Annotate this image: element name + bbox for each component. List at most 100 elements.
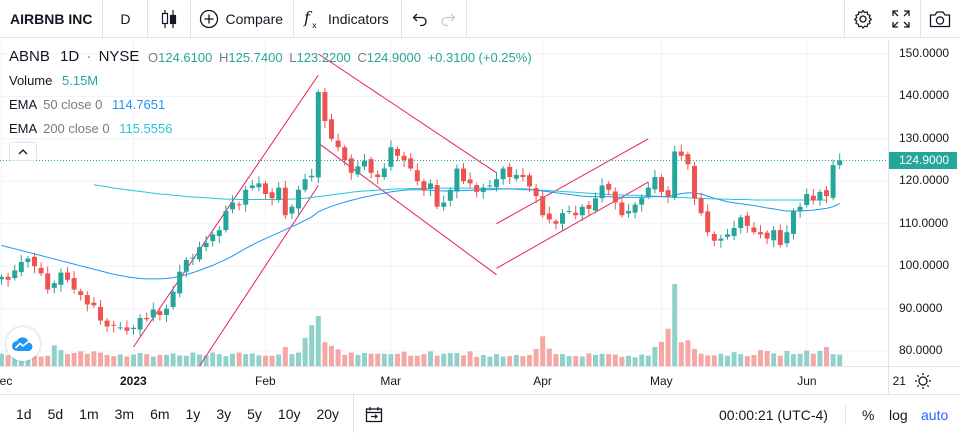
candle-body <box>71 278 77 290</box>
range-10y-button[interactable]: 10y <box>277 406 301 422</box>
volume-bar <box>672 284 678 366</box>
candle-body <box>0 276 4 280</box>
candle-body <box>467 179 473 184</box>
range-6m-button[interactable]: 6m <box>150 406 170 422</box>
fullscreen-button[interactable] <box>882 0 920 38</box>
candles-icon <box>162 9 177 28</box>
range-5d-button[interactable]: 5d <box>47 406 64 422</box>
candle-body <box>243 189 249 205</box>
volume-bar <box>474 356 480 366</box>
clock-timezone[interactable]: 00:00:21 (UTC-4) <box>719 406 828 423</box>
time-tick-label: Jun <box>797 374 817 388</box>
high-key: H <box>218 50 229 65</box>
open-key: O <box>148 50 159 65</box>
volume-bar <box>124 356 130 366</box>
range-1y-button[interactable]: 1y <box>185 406 201 422</box>
legend-collapse-button[interactable] <box>9 142 37 161</box>
candle-body <box>414 170 420 182</box>
settings-button[interactable] <box>844 0 882 38</box>
indicators-button[interactable]: f x Indicators <box>294 0 401 38</box>
volume-value: 5.15M <box>62 73 99 88</box>
compare-button[interactable]: Compare <box>191 0 293 38</box>
candle-body <box>315 92 321 178</box>
price-chart[interactable] <box>0 39 888 366</box>
volume-bar <box>520 356 526 366</box>
candle-body <box>751 227 757 233</box>
volume-bar <box>190 352 196 366</box>
chart-pane[interactable] <box>0 39 888 366</box>
volume-bar <box>830 354 836 366</box>
interval-button[interactable]: D <box>120 10 131 27</box>
redo-button[interactable] <box>434 0 462 38</box>
volume-bar <box>362 352 367 366</box>
legend-ema200-row[interactable]: EMA 200 close 0 115.5556 <box>9 121 172 136</box>
legend-volume-row[interactable]: Volume 5.15M <box>9 73 98 88</box>
top-toolbar: AIRBNB INC D Compare f x Indicators <box>0 0 960 38</box>
candle-body <box>784 232 790 244</box>
range-20y-button[interactable]: 20y <box>316 406 340 422</box>
volume-bar <box>388 354 394 366</box>
symbol-search-button[interactable]: AIRBNB INC <box>10 10 93 27</box>
candle-body <box>170 291 176 307</box>
volume-bar <box>144 354 150 366</box>
volume-bar <box>408 355 414 366</box>
toolbar-divider <box>147 0 149 38</box>
candle-body <box>546 213 552 220</box>
volume-bar <box>810 353 816 366</box>
channel-drawings[interactable] <box>133 53 649 366</box>
volume-bar <box>507 356 513 366</box>
candle-body <box>45 273 51 290</box>
candle-body <box>645 187 651 197</box>
undo-button[interactable] <box>406 0 434 38</box>
scale-settings-button[interactable] <box>914 372 932 395</box>
candle-body <box>507 166 513 178</box>
volume-bar <box>500 356 506 366</box>
percent-scale-button[interactable]: % <box>862 406 875 423</box>
bottom-toolbar: 1d 5d 1m 3m 6m 1y 3y 5y 10y 20y 00:00:21… <box>0 394 960 433</box>
candle-body <box>249 185 255 189</box>
log-scale-button[interactable]: log <box>889 406 908 423</box>
volume-bar <box>428 351 433 366</box>
volume-bar <box>797 353 803 366</box>
candle-body <box>335 140 341 148</box>
range-3m-button[interactable]: 3m <box>114 406 135 422</box>
range-5y-button[interactable]: 5y <box>247 406 262 422</box>
function-icon: f x <box>303 8 317 30</box>
tradingview-logo[interactable] <box>6 327 40 361</box>
go-to-date-button[interactable] <box>353 394 393 433</box>
legend-symbol-row[interactable]: ABNB 1D · NYSE <box>9 48 139 65</box>
volume-bar <box>98 352 103 366</box>
channel-trendline <box>318 53 497 174</box>
sun-gear-icon <box>915 373 931 389</box>
candle-body <box>804 194 810 206</box>
volume-bar <box>355 354 361 366</box>
range-1d-button[interactable]: 1d <box>16 406 32 422</box>
time-scale[interactable]: Dec 2023 Feb Mar Apr May Jun 21 <box>0 366 960 395</box>
range-3y-button[interactable]: 3y <box>216 406 232 422</box>
volume-bar <box>586 353 592 366</box>
candle-body <box>705 211 711 233</box>
volume-bar <box>566 356 572 366</box>
change-value: +0.3100 (+0.25%) <box>427 50 532 65</box>
range-1m-button[interactable]: 1m <box>79 406 99 422</box>
candle-body <box>25 258 31 262</box>
candle-body <box>157 311 163 316</box>
price-scale[interactable]: 150.0000 140.0000 130.0000 120.0000 110.0000… <box>888 39 960 366</box>
auto-scale-button[interactable]: auto <box>921 406 949 423</box>
candle-body <box>744 215 750 226</box>
candle-body <box>454 168 460 192</box>
volume-bar <box>639 354 645 366</box>
candle-body <box>117 327 123 329</box>
volume-bar <box>659 341 664 366</box>
candle-body <box>586 205 592 209</box>
volume-bar <box>579 356 585 366</box>
candle-body <box>388 147 394 167</box>
snapshot-button[interactable] <box>921 0 959 38</box>
volume-bar <box>51 345 57 366</box>
candle-body <box>520 174 526 178</box>
candle-body <box>296 189 301 209</box>
price-tick-label: 150.0000 <box>899 45 950 60</box>
chart-type-button[interactable] <box>148 0 190 38</box>
candle-body <box>731 227 737 237</box>
legend-ema50-row[interactable]: EMA 50 close 0 114.7651 <box>9 97 165 112</box>
